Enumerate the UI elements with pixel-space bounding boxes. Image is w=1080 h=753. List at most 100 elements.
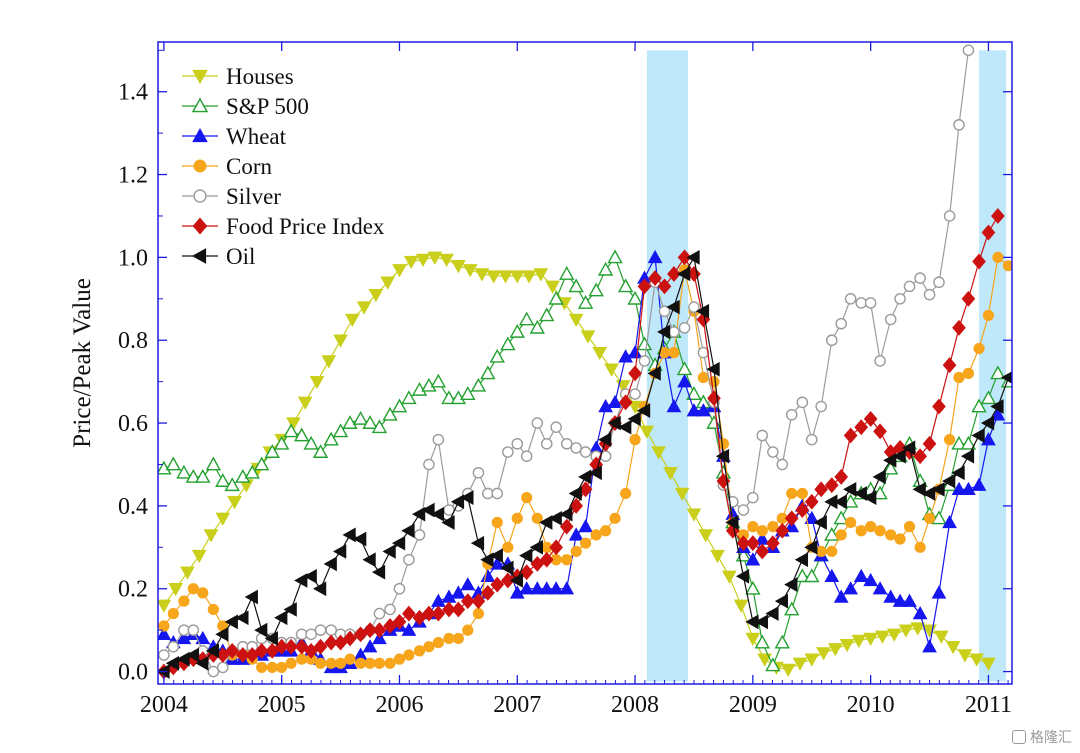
data-point-corn (579, 537, 592, 549)
data-point-silver (629, 388, 641, 400)
data-point-food-price-index (254, 642, 269, 659)
data-point-food-price-index (392, 613, 407, 630)
data-point-corn (452, 632, 464, 645)
data-point-wheat (509, 585, 525, 599)
data-point-s-p-500 (588, 282, 604, 297)
data-point-silver (550, 421, 562, 434)
data-point-houses (486, 270, 502, 284)
data-point-s-p-500 (636, 336, 653, 351)
data-point-oil (578, 469, 592, 485)
data-point-corn (432, 636, 444, 649)
series-houses (158, 251, 996, 678)
data-point-corn (885, 529, 897, 541)
data-point-silver (844, 292, 857, 305)
data-point-houses (297, 396, 313, 410)
data-point-corn (903, 521, 916, 533)
plot-frame (157, 41, 1013, 685)
data-point-houses (651, 446, 666, 460)
data-point-corn (413, 645, 426, 657)
data-point-wheat (951, 481, 967, 496)
series-food-price-index (158, 208, 1005, 680)
data-point-oil (215, 626, 229, 642)
data-point-oil (951, 465, 965, 481)
data-point-oil (195, 655, 209, 671)
data-point-wheat (892, 593, 908, 607)
data-point-food-price-index (402, 605, 416, 622)
data-point-oil (313, 581, 327, 597)
data-point-oil (598, 432, 612, 447)
data-point-oil (244, 589, 258, 605)
data-point-houses (462, 264, 478, 278)
data-point-corn (561, 554, 573, 566)
data-point-corn (786, 487, 798, 500)
legend-marker-oil (191, 248, 207, 264)
data-point-wheat (942, 514, 957, 529)
data-point-food-price-index (677, 249, 692, 266)
data-point-food-price-index (932, 398, 946, 415)
data-point-corn (982, 309, 995, 321)
data-point-oil (677, 266, 691, 282)
data-point-silver (864, 297, 877, 309)
data-point-s-p-500 (784, 601, 800, 616)
data-point-food-price-index (736, 535, 751, 552)
data-point-houses (168, 583, 184, 597)
data-point-wheat (961, 481, 976, 496)
data-point-corn (207, 603, 219, 616)
data-point-food-price-index (755, 543, 770, 560)
data-point-oil (922, 486, 936, 501)
data-point-food-price-index (648, 270, 662, 287)
data-point-oil (774, 593, 789, 609)
y-tick-label: 1.2 (118, 163, 148, 189)
data-point-oil (559, 506, 573, 522)
data-point-food-price-index (814, 481, 829, 498)
data-point-oil (391, 535, 406, 551)
data-point-corn (747, 521, 759, 533)
data-point-food-price-index (480, 584, 495, 601)
data-point-oil (1000, 371, 1012, 384)
data-point-houses (886, 628, 902, 642)
data-point-corn (697, 371, 709, 384)
data-point-oil (489, 548, 503, 563)
data-point-oil (264, 631, 278, 646)
data-point-food-price-index (766, 535, 780, 552)
data-point-food-price-index (442, 601, 456, 618)
data-point-oil (863, 490, 877, 505)
data-point-silver (178, 624, 190, 636)
data-point-s-p-500 (430, 373, 447, 388)
data-point-oil (430, 506, 445, 522)
data-point-s-p-500 (294, 427, 310, 442)
data-point-silver (638, 355, 651, 367)
data-point-oil (627, 411, 641, 427)
data-point-oil (754, 614, 768, 630)
x-tick-label: 2009 (729, 692, 777, 718)
data-point-s-p-500 (548, 290, 564, 305)
data-point-houses (827, 643, 843, 657)
data-point-houses (215, 512, 231, 526)
data-point-silver (805, 433, 818, 446)
data-point-food-price-index (843, 427, 858, 444)
data-point-wheat (666, 398, 682, 413)
data-point-food-price-index (313, 638, 328, 655)
data-point-oil (588, 465, 602, 481)
data-point-wheat (568, 527, 584, 541)
data-point-s-p-500 (519, 311, 535, 326)
data-point-corn (600, 525, 612, 537)
data-point-wheat (559, 581, 575, 595)
data-point-corn (894, 533, 906, 545)
data-point-s-p-500 (960, 435, 977, 450)
data-point-houses (545, 280, 560, 294)
data-point-silver (482, 487, 494, 500)
y-tick-label: 1.4 (118, 80, 148, 106)
data-point-corn (521, 492, 533, 504)
data-point-corn (962, 367, 975, 379)
data-point-s-p-500 (185, 468, 202, 483)
data-point-oil (607, 415, 621, 431)
watermark-text: 格隆汇 (1030, 730, 1072, 746)
data-point-houses (498, 270, 513, 284)
data-point-s-p-500 (283, 423, 299, 438)
data-point-food-price-index (490, 576, 505, 593)
data-point-oil (303, 568, 317, 584)
data-point-s-p-500 (224, 477, 240, 492)
legend-label: Houses (226, 64, 294, 89)
data-point-oil (853, 486, 867, 501)
